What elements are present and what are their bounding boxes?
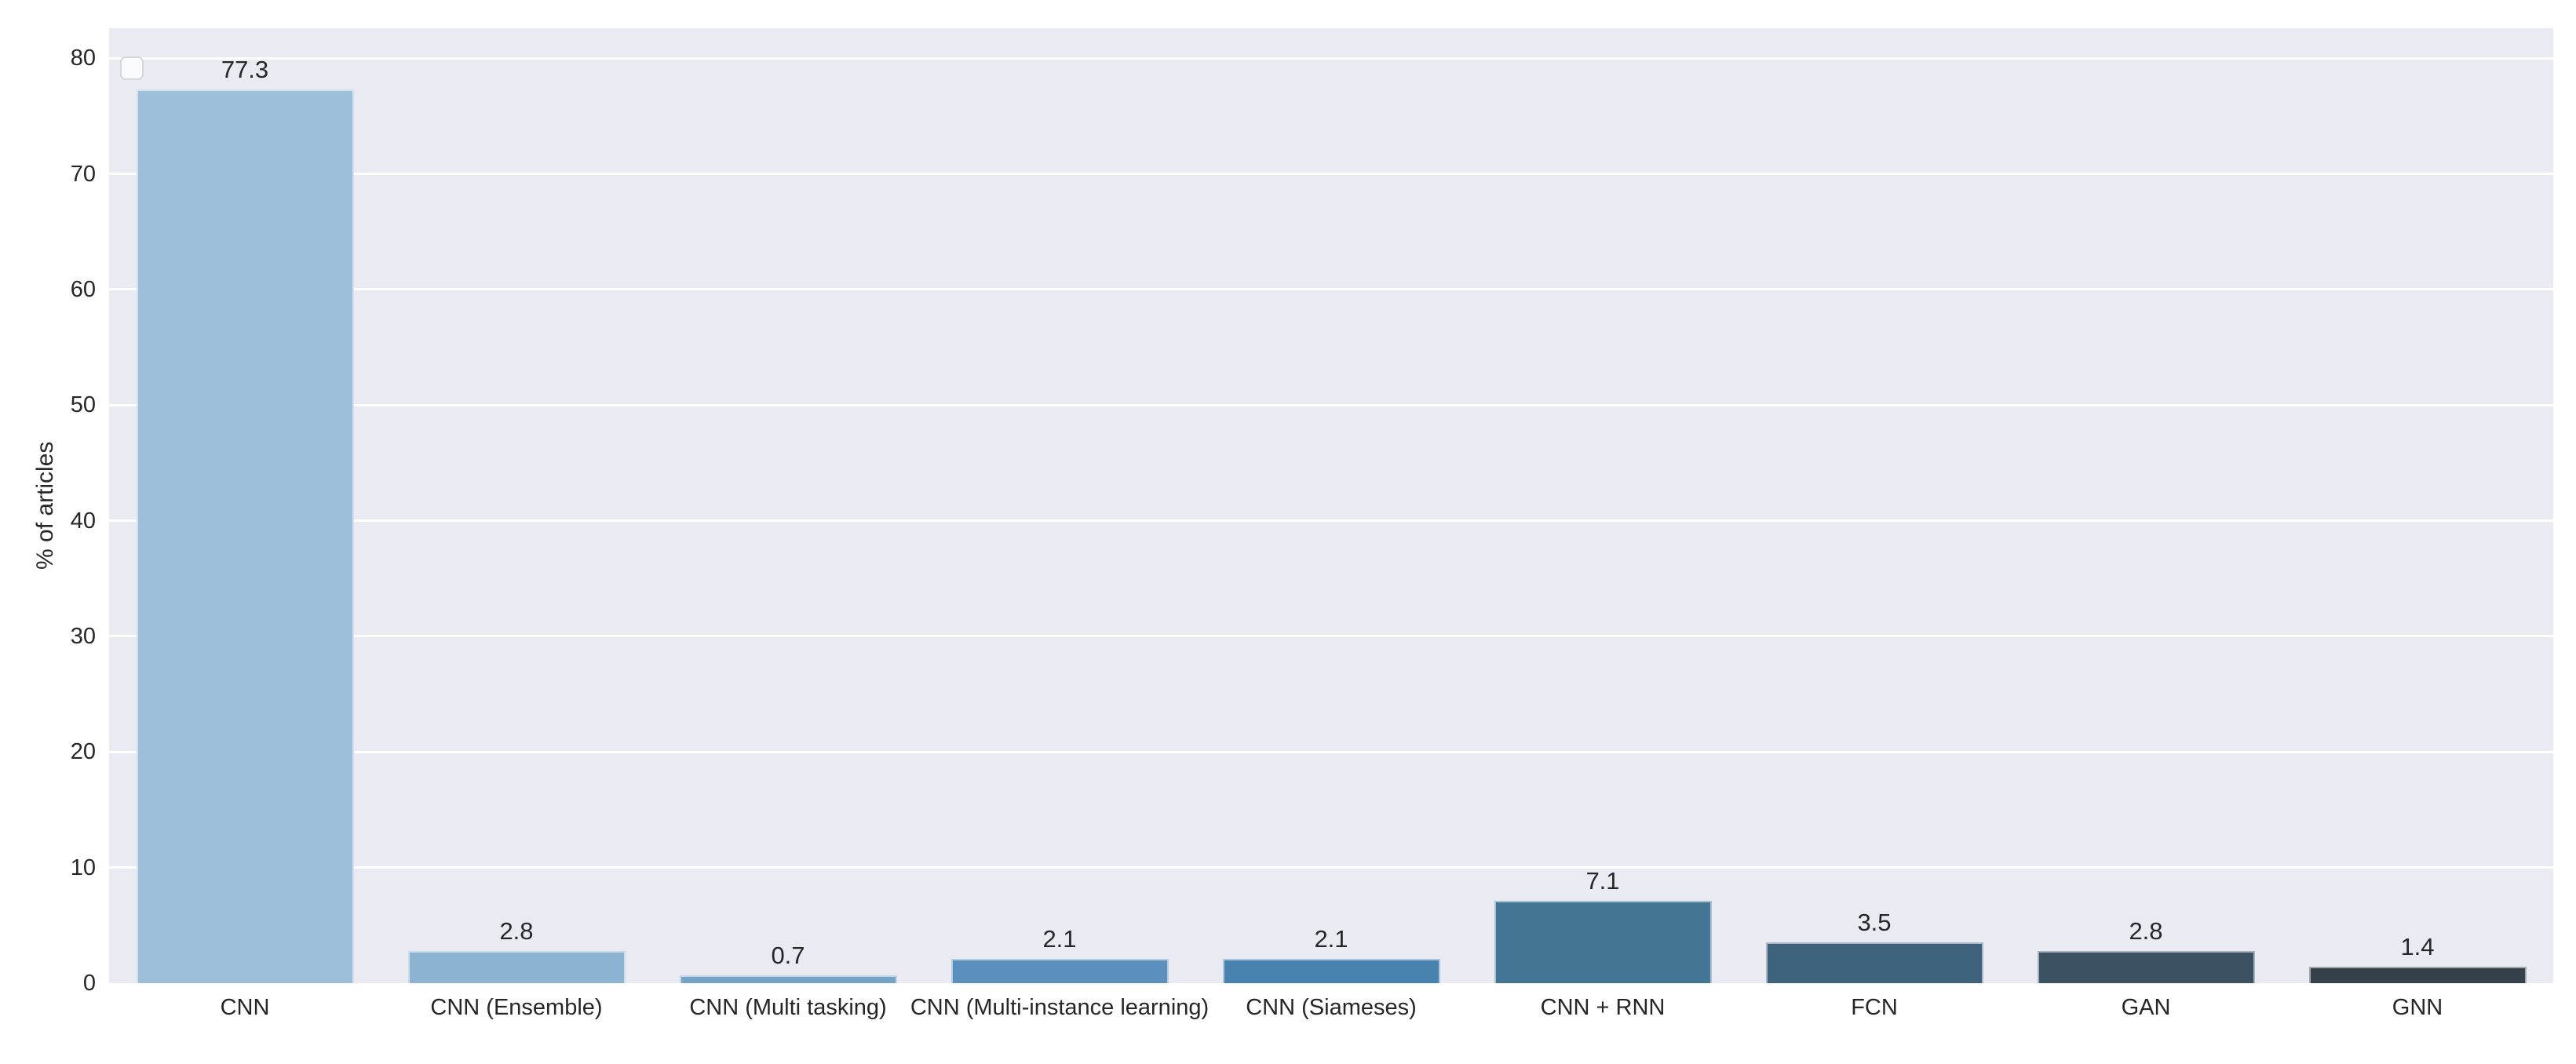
- bar-value-label: 2.8: [2129, 917, 2163, 945]
- bar-gnn: [2309, 967, 2527, 983]
- gridline-y-60: [109, 288, 2553, 291]
- bar-value-label: 3.5: [1857, 909, 1892, 936]
- gridline-y-10: [109, 866, 2553, 869]
- x-tick-label-9: GNN: [2392, 995, 2443, 1020]
- legend-box: [120, 56, 144, 80]
- y-tick-label-70: 70: [70, 161, 96, 187]
- bar-value-label: 2.1: [1314, 925, 1348, 953]
- x-tick-label-4: CNN (Multi-instance learning): [910, 995, 1210, 1020]
- bar-value-label: 0.7: [771, 942, 805, 969]
- bar-value-label: 77.3: [221, 56, 269, 83]
- bar-fcn: [1766, 942, 1983, 983]
- bar-cnn-multi-instance-learning: [951, 959, 1169, 983]
- x-tick-label-8: GAN: [2121, 995, 2171, 1020]
- y-tick-label-60: 60: [70, 276, 96, 302]
- bar-value-label: 2.8: [499, 917, 534, 945]
- bar-cnn-rnn: [1494, 901, 1712, 983]
- bar-value-label: 1.4: [2400, 933, 2435, 960]
- y-tick-label-0: 0: [82, 971, 96, 996]
- gridline-y-40: [109, 519, 2553, 523]
- y-tick-label-30: 30: [70, 623, 96, 649]
- plot-area: 77.3 2.8 0.7 2.1 2.1 7.1 3.5 2.8 1.4: [109, 28, 2553, 983]
- y-tick-label-80: 80: [70, 46, 96, 71]
- bar-gan: [2038, 951, 2255, 983]
- bar-value-label: 2.1: [1042, 925, 1077, 953]
- bar-cnn-ensemble: [408, 951, 626, 983]
- x-tick-label-6: CNN + RNN: [1540, 995, 1666, 1020]
- bar-cnn-siameses: [1223, 959, 1440, 983]
- x-tick-label-1: CNN: [220, 995, 270, 1020]
- gridline-y-80: [109, 56, 2553, 60]
- y-tick-label-10: 10: [70, 854, 96, 880]
- gridline-y-70: [109, 173, 2553, 176]
- x-tick-label-5: CNN (Siameses): [1246, 995, 1417, 1020]
- bar-cnn: [137, 89, 354, 983]
- bar-cnn-multi-tasking: [680, 975, 897, 983]
- x-tick-label-7: FCN: [1851, 995, 1898, 1020]
- x-tick-label-2: CNN (Ensemble): [430, 995, 603, 1020]
- y-tick-label-40: 40: [70, 508, 96, 534]
- y-tick-label-50: 50: [70, 392, 96, 418]
- gridline-y-50: [109, 403, 2553, 406]
- x-tick-label-3: CNN (Multi tasking): [689, 995, 887, 1020]
- gridline-y-30: [109, 635, 2553, 638]
- gridline-y-20: [109, 750, 2553, 753]
- bar-value-label: 7.1: [1585, 867, 1620, 895]
- y-tick-label-20: 20: [70, 739, 96, 765]
